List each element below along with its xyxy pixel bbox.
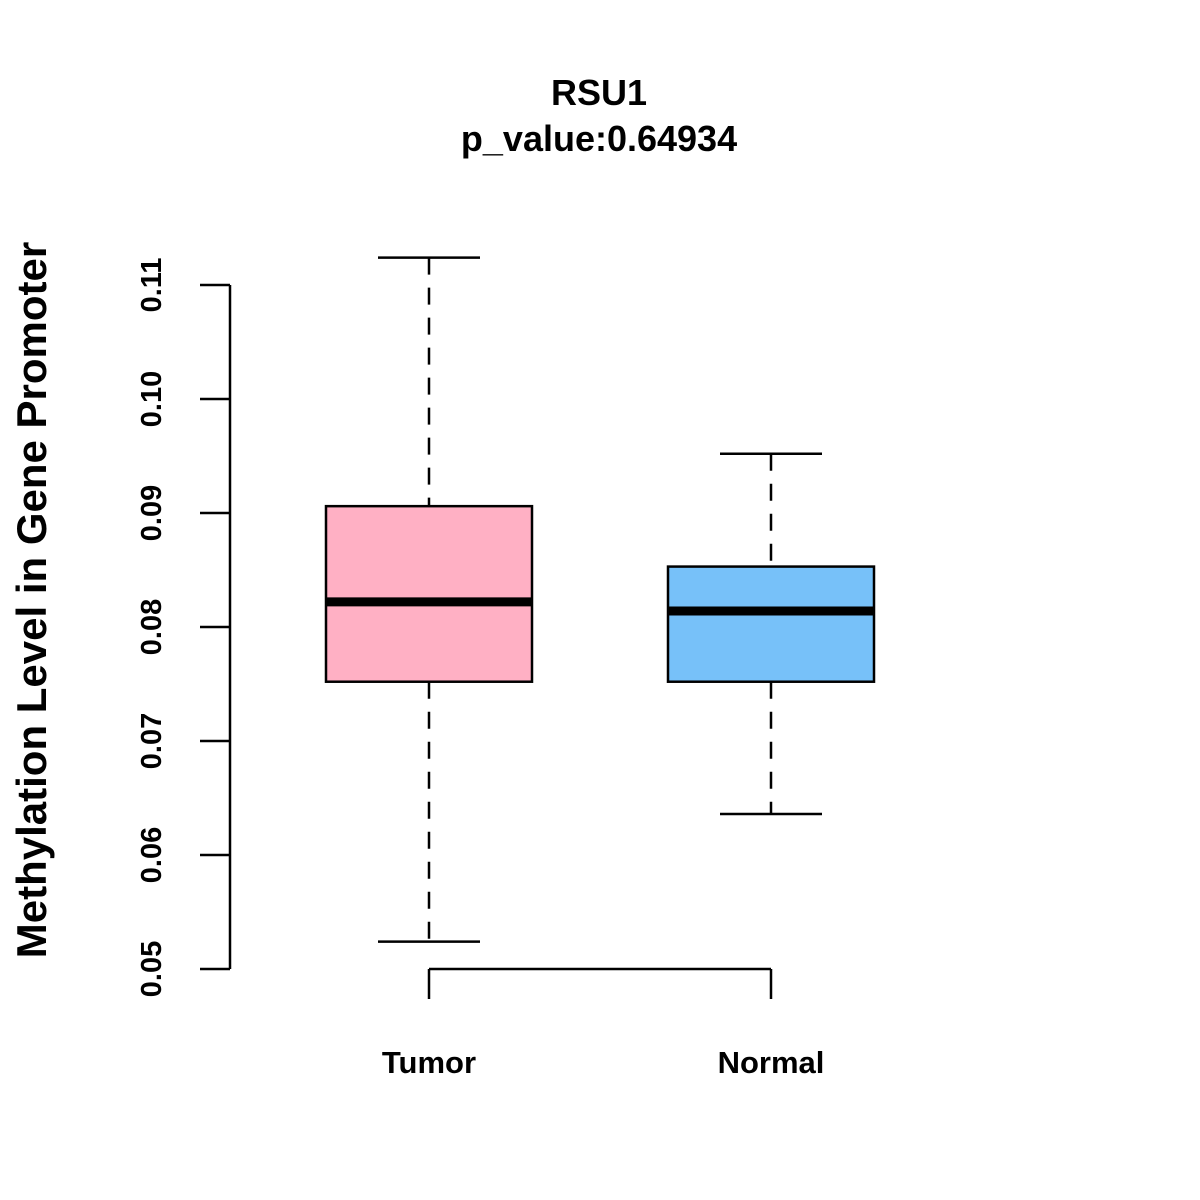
- y-axis: 0.05 0.06 0.07 0.08 0.09 0.10 0.11: [136, 258, 232, 997]
- y-tick-label: 0.06: [136, 827, 168, 883]
- y-tick-label: 0.07: [136, 713, 168, 769]
- x-tick-label: Normal: [718, 1045, 825, 1080]
- x-tick-label: Tumor: [382, 1045, 476, 1080]
- box-normal: [666, 452, 876, 816]
- chart-title: RSU1: [551, 72, 647, 113]
- y-tick-label: 0.10: [136, 371, 168, 427]
- iqr-box: [666, 565, 876, 683]
- boxes: [324, 256, 876, 943]
- chart-subtitle: p_value:0.64934: [461, 118, 737, 159]
- y-tick-label: 0.11: [136, 258, 168, 313]
- iqr-box: [324, 504, 534, 683]
- x-axis: Tumor Normal: [382, 967, 825, 1080]
- y-tick-label: 0.05: [136, 941, 168, 997]
- y-tick-label: 0.08: [136, 599, 168, 655]
- y-tick-label: 0.09: [136, 485, 168, 541]
- box-tumor: [324, 256, 534, 943]
- y-axis-label: Methylation Level in Gene Promoter: [8, 242, 55, 958]
